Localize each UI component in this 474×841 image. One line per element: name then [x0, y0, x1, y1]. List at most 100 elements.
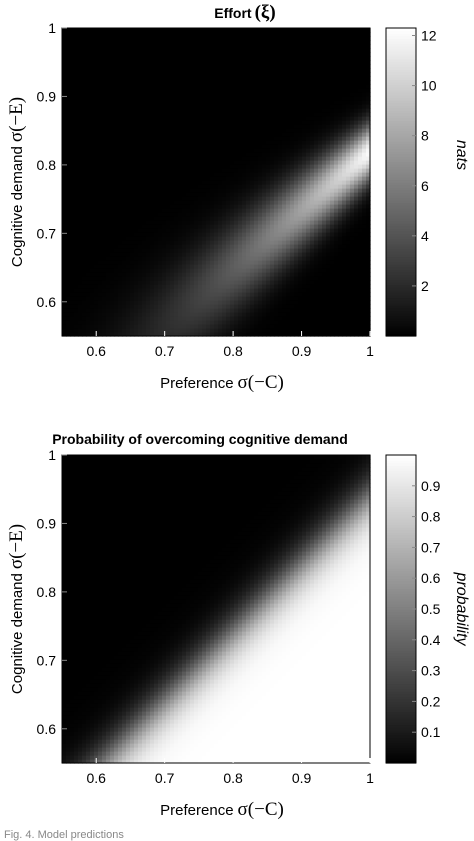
heatmap-cell: [162, 60, 167, 65]
heatmap-cell: [74, 168, 79, 173]
heatmap-cell: [66, 44, 71, 49]
heatmap-cell: [82, 64, 87, 69]
heatmap-cell: [110, 260, 115, 265]
heatmap-cell: [234, 208, 239, 213]
heatmap-cell: [266, 236, 271, 241]
heatmap-cell: [258, 192, 263, 197]
heatmap-cell: [254, 88, 259, 93]
heatmap-cell: [114, 176, 119, 181]
heatmap-cell: [210, 52, 215, 57]
heatmap-cell: [278, 84, 283, 89]
heatmap-cell: [166, 152, 171, 157]
heatmap-cell: [66, 312, 71, 317]
heatmap-cell: [270, 300, 275, 305]
heatmap-cell: [310, 76, 315, 81]
heatmap-cell: [178, 176, 183, 181]
heatmap-cell: [158, 260, 163, 265]
heatmap-cell: [294, 320, 299, 325]
heatmap-cell: [218, 264, 223, 269]
heatmap-cell: [62, 132, 67, 137]
heatmap-cell: [274, 92, 279, 97]
heatmap-cell: [202, 236, 207, 241]
heatmap-cell: [106, 316, 111, 321]
heatmap-cell: [86, 52, 91, 57]
heatmap-cell: [162, 240, 167, 245]
heatmap-cell: [114, 40, 119, 45]
heatmap-cell: [242, 308, 247, 313]
heatmap-cell: [126, 288, 131, 293]
heatmap-cell: [318, 284, 323, 289]
heatmap-cell: [66, 200, 71, 205]
heatmap-cell: [182, 284, 187, 289]
heatmap-cell: [98, 228, 103, 233]
heatmap-cell: [202, 276, 207, 281]
heatmap-cell: [154, 212, 159, 217]
heatmap-cell: [282, 80, 287, 85]
heatmap-cell: [174, 296, 179, 301]
heatmap-cell: [170, 84, 175, 89]
heatmap-cell: [270, 236, 275, 241]
heatmap-cell: [126, 172, 131, 177]
heatmap-cell: [118, 228, 123, 233]
heatmap-cell: [66, 300, 71, 305]
heatmap-cell: [162, 304, 167, 309]
heatmap-cell: [78, 276, 83, 281]
heatmap-cell: [166, 148, 171, 153]
heatmap-cell: [142, 96, 147, 101]
heatmap-cell: [314, 64, 319, 69]
heatmap-cell: [150, 44, 155, 49]
heatmap-cell: [154, 56, 159, 61]
heatmap-cell: [174, 312, 179, 317]
heatmap-cell: [62, 88, 67, 93]
heatmap-cell: [282, 188, 287, 193]
heatmap-cell: [102, 260, 107, 265]
heatmap-cell: [206, 196, 211, 201]
heatmap-cell: [150, 324, 155, 329]
heatmap-cell: [206, 176, 211, 181]
heatmap-cell: [302, 224, 307, 229]
heatmap-cell: [210, 232, 215, 237]
heatmap-cell: [318, 260, 323, 265]
heatmap-cell: [130, 44, 135, 49]
heatmap-cell: [102, 332, 107, 337]
heatmap-cell: [222, 40, 227, 45]
heatmap-cell: [254, 228, 259, 233]
heatmap-cell: [158, 332, 163, 337]
heatmap-cell: [158, 276, 163, 281]
heatmap-cell: [122, 84, 127, 89]
heatmap-cell: [318, 72, 323, 77]
heatmap-cell: [182, 292, 187, 297]
heatmap-cell: [198, 32, 203, 37]
heatmap-cell: [250, 44, 255, 49]
heatmap-cell: [222, 68, 227, 73]
heatmap-cell: [198, 252, 203, 257]
heatmap-cell: [70, 156, 75, 161]
heatmap-cell: [102, 168, 107, 173]
heatmap-cell: [234, 324, 239, 329]
heatmap-cell: [234, 40, 239, 45]
heatmap-cell: [306, 76, 311, 81]
heatmap-cell: [266, 216, 271, 221]
heatmap-cell: [106, 80, 111, 85]
heatmap-cell: [222, 216, 227, 221]
heatmap-cell: [310, 312, 315, 317]
heatmap-cell: [250, 332, 255, 337]
heatmap-cell: [250, 56, 255, 61]
heatmap-cell: [122, 100, 127, 105]
heatmap-cell: [118, 156, 123, 161]
heatmap-cell: [74, 160, 79, 165]
heatmap-cell: [66, 32, 71, 37]
heatmap-cell: [286, 324, 291, 329]
heatmap-cell: [234, 184, 239, 189]
heatmap-cell: [302, 108, 307, 113]
heatmap-cell: [102, 248, 107, 253]
heatmap-cell: [246, 108, 251, 113]
heatmap-cell: [254, 180, 259, 185]
heatmap-cell: [94, 108, 99, 113]
heatmap-cell: [270, 240, 275, 245]
heatmap-cell: [222, 312, 227, 317]
heatmap-cell: [258, 188, 263, 193]
heatmap-cell: [66, 192, 71, 197]
heatmap-cell: [78, 324, 83, 329]
heatmap-cell: [94, 104, 99, 109]
